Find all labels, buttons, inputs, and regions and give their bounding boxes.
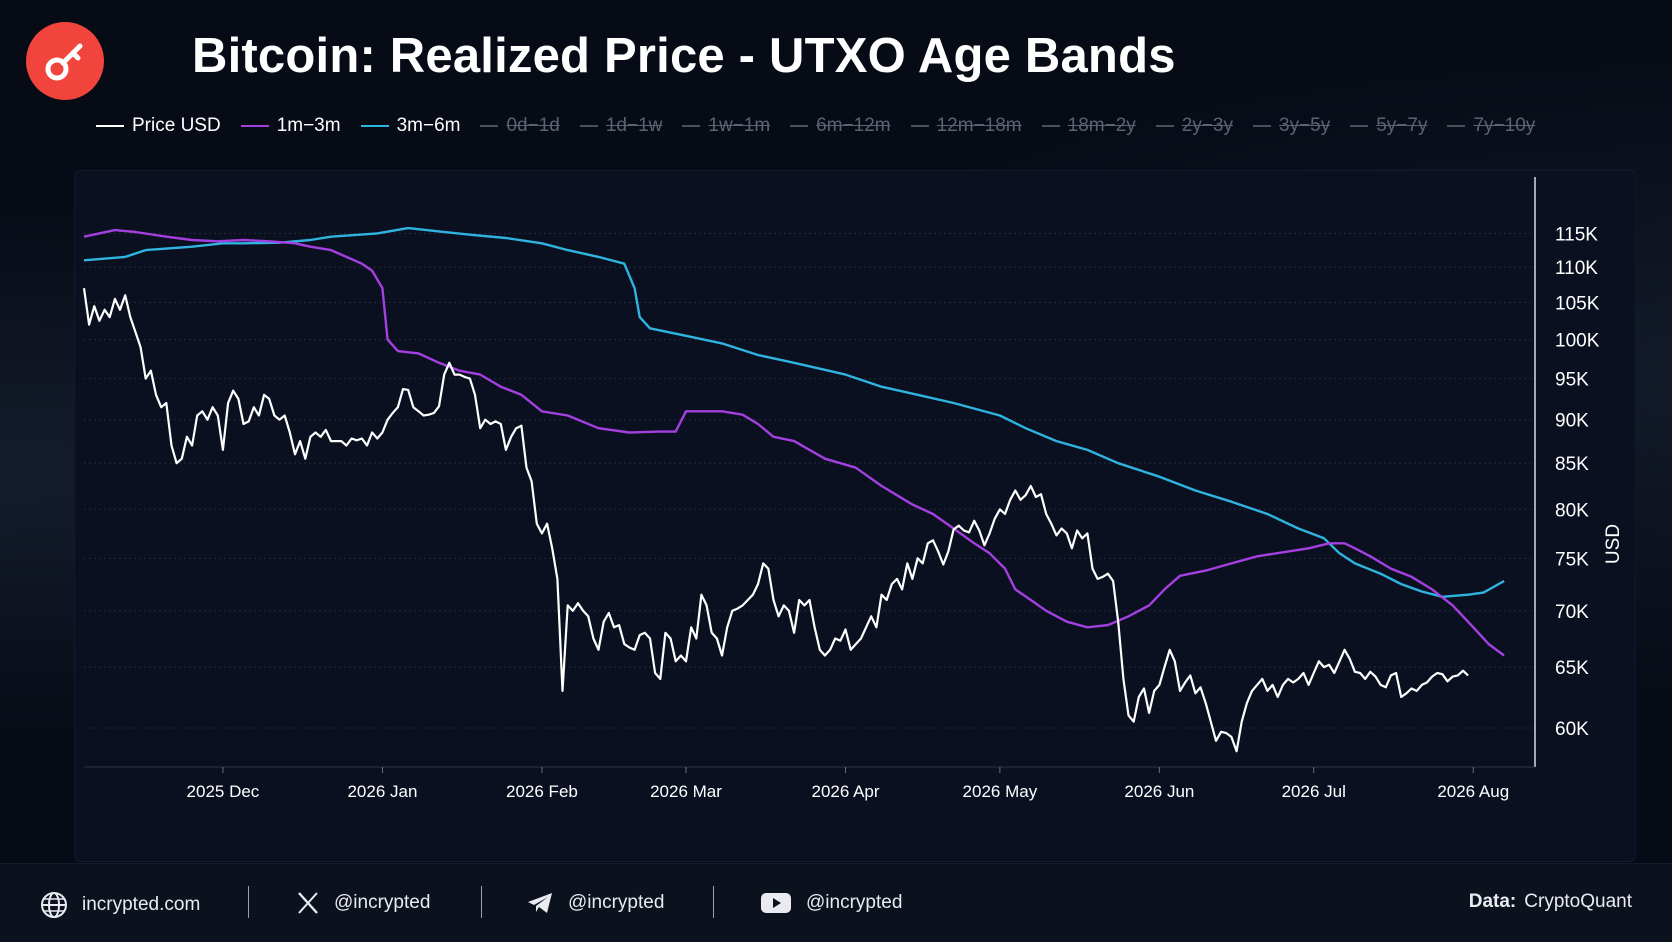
footer-telegram-label: @incrypted [568,892,665,913]
footer: incrypted.com @incrypted @incrypted @inc… [0,863,1672,942]
series-line-0 [82,288,1469,753]
data-source-label: Data: [1468,891,1517,912]
legend-label: 1w−1m [708,115,771,136]
globe-icon [41,892,67,918]
legend-swatch [1350,125,1369,127]
telegram-icon [528,893,552,913]
legend-swatch [480,125,499,127]
footer-site-label: incrypted.com [82,894,201,915]
legend-label: 3m−6m [396,115,461,136]
x-logo-icon [298,892,318,914]
footer-youtube-label: @incrypted [806,892,903,913]
legend-label: 1d−1w [605,115,663,136]
incrypted-key-logo [26,22,104,100]
legend-label: Price USD [132,115,221,136]
legend-item-6[interactable]: 6m−12m [790,115,891,137]
legend-swatch [1447,125,1466,127]
y-tick-label: 90K [1555,411,1589,432]
legend-label: 18m−2y [1067,115,1136,136]
legend-label: 3y−5y [1279,115,1331,136]
legend-swatch [579,125,598,127]
legend-item-7[interactable]: 12m−18m [910,115,1022,137]
legend-swatch [1041,125,1060,127]
legend-item-5[interactable]: 1w−1m [682,115,770,137]
data-source-value: CryptoQuant [1524,891,1632,912]
legend-label: 0d−1d [506,115,560,136]
footer-divider [713,886,714,918]
y-tick-label: 65K [1555,658,1589,679]
legend-item-12[interactable]: 7y−10y [1447,115,1535,137]
footer-x[interactable]: @incrypted [296,891,430,915]
footer-divider [481,886,482,918]
legend-label: 6m−12m [816,115,891,136]
y-tick-label: 75K [1555,549,1589,570]
legend-swatch [790,125,809,127]
series-line-1 [83,228,1505,657]
legend-item-8[interactable]: 18m−2y [1041,115,1136,137]
y-tick-label: 105K [1555,294,1600,315]
x-tick-label: 2026 Jul [1282,782,1346,801]
legend-swatch [682,125,701,127]
legend-label: 1m−3m [276,115,341,136]
x-tick-label: 2026 May [963,782,1038,801]
y-tick-label: 115K [1555,224,1598,245]
y-tick-label: 60K [1555,719,1589,740]
y-tick-label: 85K [1555,454,1589,475]
legend-item-10[interactable]: 3y−5y [1253,115,1330,137]
footer-x-label: @incrypted [334,892,431,913]
legend-item-2[interactable]: 3m−6m [360,115,461,137]
data-source: Data: CryptoQuant [1469,891,1632,913]
legend-label: 2y−3y [1181,115,1233,136]
legend-item-1[interactable]: 1m−3m [240,115,341,137]
chart-title: Bitcoin: Realized Price - UTXO Age Bands [192,29,1176,83]
chart-panel: 60K 65K 70K 75K 80K 85K 90K 95K 100K 105K 110K 115K… [74,170,1636,862]
x-tick-label: 2025 Dec [187,782,260,801]
footer-divider [248,886,249,918]
x-tick-label: 2026 Aug [1437,782,1509,801]
legend-swatch [1155,125,1174,127]
legend-item-9[interactable]: 2y−3y [1155,115,1233,137]
footer-site[interactable]: incrypted.com [40,891,200,919]
legend-swatch [1253,125,1271,127]
chart-canvas: 60K 65K 70K 75K 80K 85K 90K 95K 100K 105K 110K 115K… [82,177,1624,801]
x-tick-label: 2026 Mar [650,782,722,801]
legend-swatch [360,125,389,127]
chart-legend: Price USD 1m−3m 3m−6m 0d−1d 1d−1w 1w−1m 6m−12m… [96,112,1555,140]
x-tick-label: 2026 Jun [1124,782,1194,801]
legend-label: 5y−7y [1376,115,1428,136]
y-tick-label: 80K [1555,500,1589,521]
legend-item-3[interactable]: 0d−1d [480,115,560,137]
y-tick-label: 70K [1555,602,1589,623]
legend-swatch [910,125,929,127]
y-tick-label: 110K [1555,258,1598,279]
youtube-icon [761,893,791,913]
y-tick-label: 100K [1555,331,1600,352]
legend-item-4[interactable]: 1d−1w [579,115,663,137]
legend-item-11[interactable]: 5y−7y [1350,115,1427,137]
footer-telegram[interactable]: @incrypted [526,891,664,915]
legend-swatch [96,125,124,127]
x-tick-label: 2026 Apr [811,782,879,801]
y-tick-label: 95K [1555,370,1589,391]
legend-swatch [240,125,269,127]
x-tick-label: 2026 Feb [506,782,578,801]
key-icon [45,43,83,81]
x-tick-label: 2026 Jan [347,782,417,801]
legend-item-0[interactable]: Price USD [96,115,221,137]
legend-label: 12m−18m [936,115,1022,136]
footer-youtube[interactable]: @incrypted [760,891,902,915]
series-line-2 [83,226,1505,598]
legend-label: 7y−10y [1473,115,1536,136]
y-axis-title: USD [1603,524,1624,564]
